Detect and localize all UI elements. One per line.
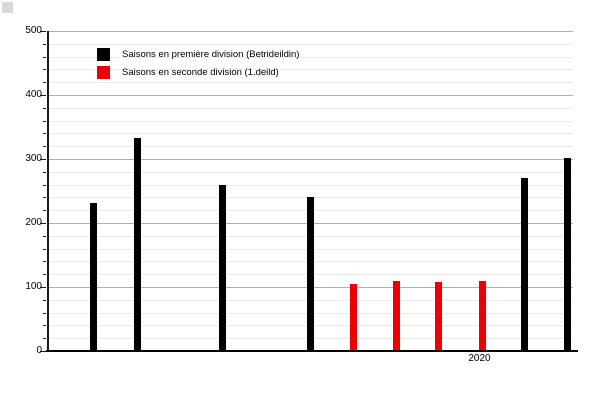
plot-area: 0 100 200 300 400 500 bbox=[25, 25, 573, 356]
x-tick-label: 2020 bbox=[468, 353, 491, 364]
y-axis-tick bbox=[43, 107, 46, 109]
y-axis-tick bbox=[43, 261, 46, 263]
bar-second-division bbox=[434, 281, 442, 351]
minor-gridline bbox=[48, 56, 573, 58]
bar-first-division bbox=[306, 196, 314, 351]
bar-first-division bbox=[133, 137, 141, 351]
legend: Saisons en première division (Betrideild… bbox=[97, 48, 299, 84]
legend-swatch-second-division bbox=[97, 66, 110, 79]
major-gridline bbox=[48, 159, 573, 160]
y-axis-tick bbox=[43, 133, 46, 135]
y-tick-label: 300 bbox=[25, 153, 42, 164]
y-axis-tick bbox=[43, 274, 46, 276]
y-axis-tick bbox=[43, 325, 46, 327]
y-axis-tick bbox=[43, 146, 46, 148]
minor-gridline bbox=[48, 171, 573, 173]
bar-first-division bbox=[89, 202, 97, 351]
legend-swatch-first-division bbox=[97, 48, 110, 61]
bar-second-division bbox=[392, 280, 400, 351]
x-axis bbox=[46, 350, 578, 352]
corner-mark bbox=[2, 2, 13, 13]
y-axis-tick bbox=[43, 82, 46, 84]
legend-label-first-division: Saisons en première division (Betrideild… bbox=[122, 49, 300, 60]
bar-first-division bbox=[520, 177, 528, 351]
y-axis-tick bbox=[43, 248, 46, 250]
y-axis-tick bbox=[40, 31, 46, 32]
legend-item-second-division: Saisons en seconde division (1.deild) bbox=[97, 66, 299, 79]
bar-second-division bbox=[478, 280, 486, 351]
minor-gridline bbox=[48, 82, 573, 84]
y-axis-tick bbox=[43, 69, 46, 71]
y-axis-tick bbox=[43, 184, 46, 186]
y-axis-tick bbox=[43, 299, 46, 301]
y-tick-label: 400 bbox=[25, 89, 42, 100]
y-tick-label: 0 bbox=[36, 345, 42, 356]
bar-second-division bbox=[349, 283, 357, 351]
y-axis-tick bbox=[43, 171, 46, 173]
y-axis-tick bbox=[43, 312, 46, 314]
legend-label-second-division: Saisons en seconde division (1.deild) bbox=[122, 67, 279, 78]
y-tick-label: 100 bbox=[25, 281, 42, 292]
y-axis-tick bbox=[40, 159, 46, 160]
y-tick-label: 200 bbox=[25, 217, 42, 228]
y-axis-tick bbox=[43, 197, 46, 199]
bar-first-division bbox=[219, 184, 227, 351]
y-tick-label: 500 bbox=[25, 25, 42, 36]
y-axis-tick bbox=[43, 235, 46, 237]
bar-first-division bbox=[564, 157, 572, 351]
y-axis-tick bbox=[40, 223, 46, 224]
y-axis bbox=[47, 31, 49, 351]
y-axis-tick bbox=[43, 120, 46, 122]
y-axis-tick bbox=[43, 338, 46, 340]
legend-item-first-division: Saisons en première division (Betrideild… bbox=[97, 48, 299, 61]
major-gridline bbox=[48, 31, 573, 32]
y-axis-tick bbox=[43, 210, 46, 212]
y-axis-tick bbox=[40, 95, 46, 96]
y-axis-tick bbox=[43, 56, 46, 58]
minor-gridline bbox=[48, 43, 573, 45]
minor-gridline bbox=[48, 120, 573, 122]
minor-gridline bbox=[48, 69, 573, 71]
minor-gridline bbox=[48, 107, 573, 109]
minor-gridline bbox=[48, 133, 573, 135]
y-axis-tick bbox=[43, 43, 46, 45]
minor-gridline bbox=[48, 184, 573, 186]
major-gridline bbox=[48, 95, 573, 96]
y-axis-tick bbox=[40, 287, 46, 288]
minor-gridline bbox=[48, 146, 573, 148]
y-axis-tick bbox=[40, 351, 46, 352]
